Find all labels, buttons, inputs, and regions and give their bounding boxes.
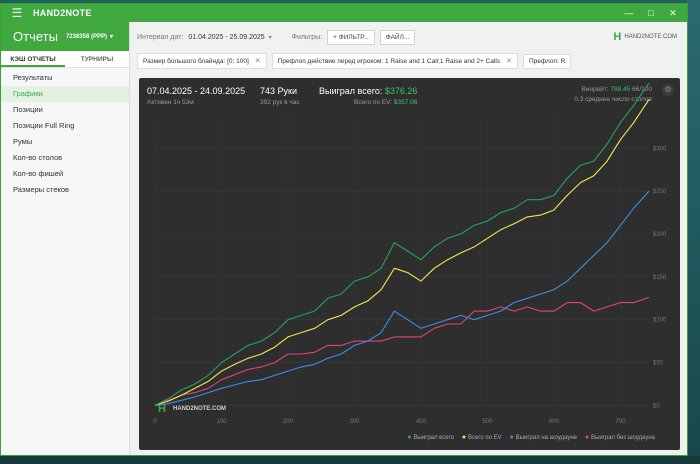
filter-button[interactable]: + ФИЛЬТР... [327,29,375,45]
y-tick-label: $200 [653,232,667,238]
legend-marker [407,435,411,439]
chevron-down-icon: ▾ [109,34,113,40]
stat-winnings: Выиграл всего: $376.26 Всего по EV: $357… [319,86,417,106]
x-tick-label: 400 [416,419,427,425]
series-line [154,99,650,406]
filter-button-label: ФИЛЬТР... [338,33,369,41]
plus-icon: + [333,33,339,41]
sidebar-item-rooms[interactable]: Румы [13,137,33,146]
tab-cash-reports[interactable]: КЭШ ОТЧЕТЫ [1,51,65,67]
sidebar-item-results[interactable]: Результаты [13,73,53,82]
filter-chip[interactable]: Префлоп действие перед игроком: 1 Raise … [271,53,518,69]
stat-won-value: $376.26 [384,86,418,96]
stat-hand-count: 743 Руки [260,86,297,96]
menu-icon[interactable]: ☰ [11,6,23,20]
window-controls: — □ ✕ [623,8,679,19]
y-tick-label: $250 [653,189,667,195]
app-window: ☰ HAND2NOTE — □ ✕ Отчеты 7238358 (PPP) ▾… [0,3,688,456]
x-tick-label: 100 [216,419,227,425]
y-tick-label: $50 [653,361,664,367]
stat-date-range: 07.04.2025 - 24.09.2025 [147,86,246,96]
legend-label: Всего по EV [468,435,502,441]
legend-label: Выиграл всего [413,435,454,441]
x-tick-label: 700 [615,419,626,425]
h2n-logo-icon: H [158,403,166,415]
series-line [154,296,650,406]
account-selector[interactable]: 7238358 (PPP) ▾ [65,33,113,41]
sidebar-item-graphs[interactable]: Графики [1,86,129,102]
file-button[interactable]: ФАЙЛ... [379,29,416,45]
date-range-select[interactable]: 01.04.2025 - 25.09.2025 [188,33,265,41]
stat-hands-per-hour: 392 рук в час [260,99,300,106]
filter-chip[interactable]: Размер большого блайнда: [0; 100] ✕ [137,53,267,69]
filter-chip-label: Префлоп: R [528,57,566,65]
brand-logo: H HAND2NOTE.COM [613,31,677,43]
sidebar-item-table-count[interactable]: Кол-во столов [13,153,63,162]
sidebar-tabs: КЭШ ОТЧЕТЫ ТУРНИРЫ [1,51,129,68]
stat-ev-label: Всего по EV: [354,99,393,106]
close-icon[interactable]: ✕ [669,7,677,18]
chart-panel: 07.04.2025 - 24.09.2025 Активен 1ч 53м 7… [139,78,680,450]
stat-winrate-label: Винрейт: [581,86,609,93]
app-title: HAND2NOTE [33,8,92,18]
sidebar-item-positions[interactable]: Позиции [13,105,43,114]
stat-winrate: Винрейт: 788.45 66/100 0.3 среднее число… [574,86,652,103]
filter-chip-label: Префлоп действие перед игроком: 1 Raise … [277,57,501,65]
maximize-icon[interactable]: □ [648,8,654,18]
legend-marker [462,435,466,439]
stat-active-time: Активен 1ч 53м [147,99,194,106]
gear-icon[interactable]: ⚙ [662,84,674,96]
stats-header: 07.04.2025 - 24.09.2025 Активен 1ч 53м 7… [139,78,680,108]
h2n-logo-icon: H [613,31,622,43]
filter-bar: Интервал дат: 01.04.2025 - 25.09.2025 ▾ … [130,22,687,52]
stat-date: 07.04.2025 - 24.09.2025 Активен 1ч 53м [147,86,245,106]
sidebar: Отчеты 7238358 (PPP) ▾ КЭШ ОТЧЕТЫ ТУРНИР… [1,22,130,455]
stat-ev-value: $357.06 [393,99,418,106]
desktop-background [686,0,700,464]
account-label: 7238358 (PPP) [65,33,107,40]
taskbar [0,456,700,464]
sidebar-header: Отчеты 7238358 (PPP) ▾ [1,22,129,51]
stat-won-label: Выиграл всего: [319,86,383,96]
x-tick-label: 500 [482,419,493,425]
x-tick-label: 200 [283,419,294,425]
profit-chart: $0 $50 $100 $150 $200 $250 $300 0 100 200 300 400 50… [153,82,667,441]
page-title: Отчеты [13,29,58,44]
chart-watermark: HAND2NOTE.COM [173,406,226,412]
filters-label: Фильтры: [291,33,323,41]
close-icon[interactable]: ✕ [506,58,512,65]
y-tick-label: $300 [653,146,667,152]
legend-marker [510,435,514,439]
chevron-down-icon[interactable]: ▾ [268,34,272,41]
series-line [154,82,650,406]
filter-chip-label: Размер большого блайнда: [0; 100] [143,57,249,65]
sidebar-item-stack-sizes[interactable]: Размеры стеков [13,185,70,194]
x-tick-label: 600 [549,419,560,425]
y-tick-label: $0 [653,403,660,409]
minimize-icon[interactable]: — [624,8,634,18]
main-content: Интервал дат: 01.04.2025 - 25.09.2025 ▾ … [130,22,687,455]
x-tick-label: 0 [153,419,157,425]
y-tick-label: $100 [653,318,667,324]
active-filters: Размер большого блайнда: [0; 100] ✕ Префл… [130,52,687,70]
tab-tournaments[interactable]: ТУРНИРЫ [80,56,114,63]
legend-label: Выиграл без шоудауна [591,435,656,441]
legend-marker [585,435,589,439]
stat-hands: 743 Руки 392 рук в час [260,86,300,106]
y-tick-label: $150 [653,275,667,281]
x-tick-label: 300 [349,419,360,425]
filter-chip[interactable]: Префлоп: R [522,53,572,69]
close-icon[interactable]: ✕ [254,58,261,65]
sidebar-item-fish-count[interactable]: Кол-во фишей [13,169,64,178]
sidebar-item-positions-full-ring[interactable]: Позиции Full Ring [13,121,75,130]
stat-tables-avg: 0.3 среднее число столов [574,96,652,103]
stat-winrate-value: 788.45 [610,86,631,93]
sidebar-nav: Результаты Графики Позиции Позиции Full … [1,68,129,198]
legend-label: Выиграл на шоудауне [516,435,578,441]
date-range-label: Интервал дат: [137,33,184,41]
series-line [154,190,650,406]
titlebar: ☰ HAND2NOTE — □ ✕ [1,4,687,22]
stat-winrate-sample: 66/100 [632,86,652,93]
brand-text: HAND2NOTE.COM [624,34,677,40]
